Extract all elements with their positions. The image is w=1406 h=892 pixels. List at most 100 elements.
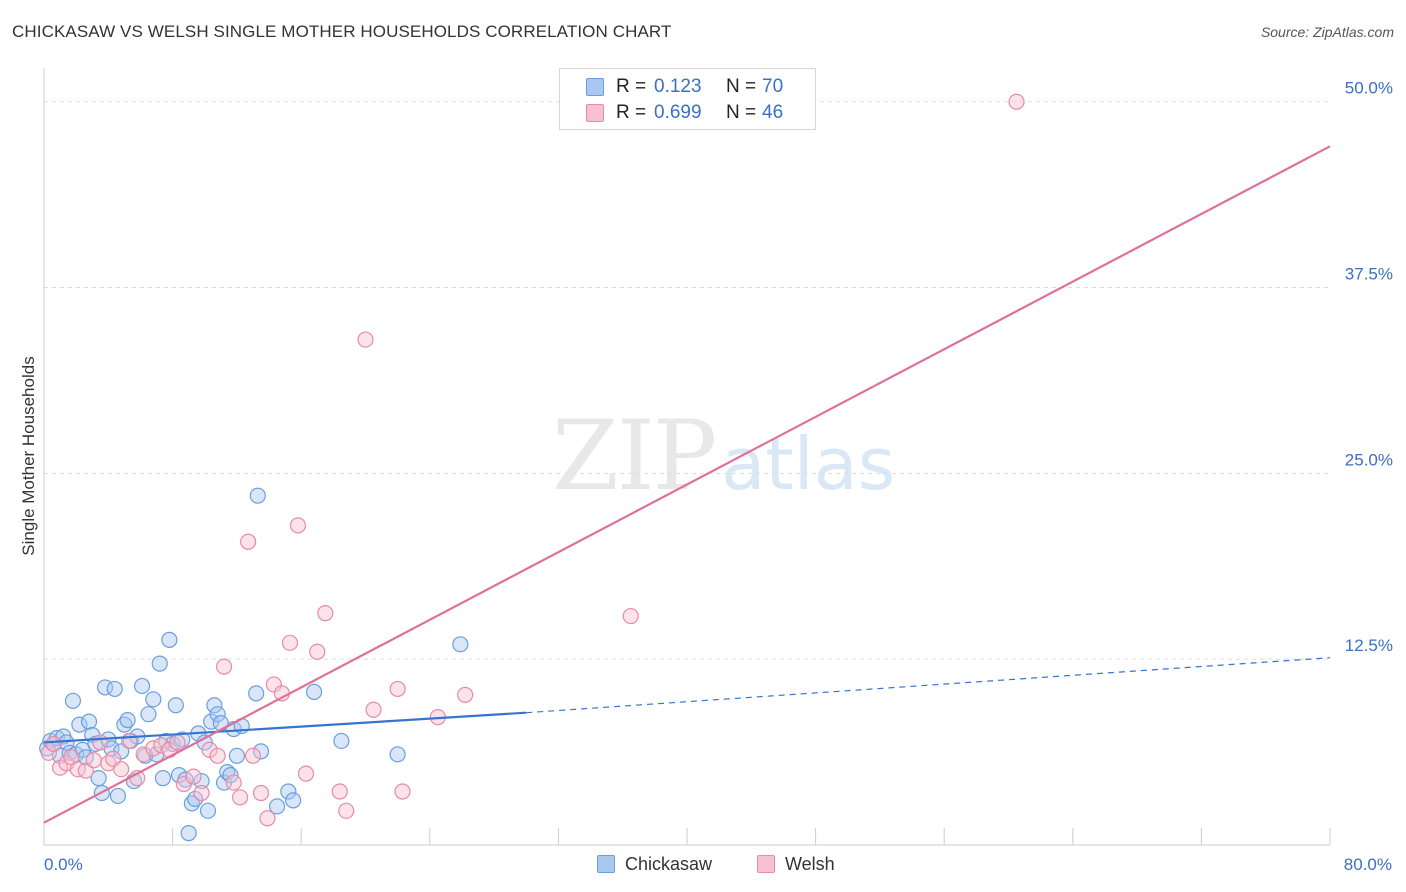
bottom-legend-swatch-chickasaw [597, 855, 615, 873]
chickasaw-point [452, 636, 469, 653]
chickasaw-point [193, 772, 210, 790]
bottom-legend-label-chickasaw: Chickasaw [625, 853, 713, 874]
legend-row-welsh: R = 0.699 N = 46 [586, 100, 783, 126]
chickasaw-point [268, 798, 286, 815]
chickasaw-point [151, 655, 168, 672]
chickasaw-point [109, 787, 127, 805]
legend-r-value: 0.699 [654, 102, 702, 123]
welsh-point [225, 774, 242, 791]
y-tick-label: 50.0% [1345, 79, 1393, 98]
legend-r-label: R = [616, 76, 647, 97]
y-tick-label: 25.0% [1345, 450, 1393, 469]
chickasaw-point [280, 783, 297, 800]
axes [43, 68, 1331, 846]
chickasaw-point [206, 697, 223, 714]
welsh-point [209, 747, 226, 764]
legend-n-label: N = [726, 76, 757, 97]
welsh-point [201, 741, 218, 758]
data-points [39, 93, 1025, 842]
welsh-point [244, 747, 262, 764]
welsh-point [1008, 93, 1025, 110]
welsh-point [622, 607, 639, 625]
chickasaw-point [133, 677, 151, 695]
y-axis-label: Single Mother Households [19, 356, 38, 555]
legend-n-value: 70 [762, 76, 784, 97]
welsh-point [389, 680, 406, 698]
chickasaw-point [80, 713, 98, 730]
welsh-point [232, 789, 249, 806]
welsh-point [135, 746, 152, 763]
grid-lines [44, 101, 1330, 660]
welsh-point [259, 810, 276, 827]
welsh-point [297, 765, 315, 782]
chart-title: CHICKASAW VS WELSH SINGLE MOTHER HOUSEHO… [12, 22, 672, 41]
chickasaw-point [249, 487, 266, 504]
welsh-point [193, 784, 210, 802]
watermark: ZIPatlas [552, 400, 895, 512]
legend-r-label: R = [616, 102, 647, 123]
welsh-point [309, 643, 326, 660]
source-label: Source: ZipAtlas.com [1260, 24, 1394, 40]
legend-row-chickasaw: R = 0.123 N = 70 [586, 74, 783, 100]
welsh-point [317, 604, 334, 622]
chickasaw-point [285, 792, 302, 809]
bottom-legend-label-welsh: Welsh [785, 853, 835, 874]
welsh-point [69, 761, 86, 778]
tick-labels: 12.5% 25.0% 37.5% 50.0% 0.0% 80.0% [44, 79, 1393, 874]
legend-r-value: 0.123 [654, 76, 702, 97]
welsh-point [92, 734, 109, 751]
welsh-point [215, 658, 233, 675]
welsh-point [85, 752, 102, 769]
welsh-point [331, 783, 348, 800]
y-tick-label: 37.5% [1345, 265, 1393, 284]
legend-swatch-welsh [586, 104, 604, 122]
chickasaw-point [154, 770, 172, 787]
chickasaw-point [145, 691, 162, 708]
bottom-legend-chickasaw: Chickasaw [597, 852, 712, 876]
welsh-trend-line [43, 145, 1331, 824]
chickasaw-point [305, 683, 323, 700]
legend-n-value: 46 [762, 102, 784, 123]
welsh-point [240, 533, 257, 550]
welsh-point [265, 676, 282, 693]
chickasaw-point [187, 790, 204, 808]
chickasaw-point [140, 706, 157, 723]
chickasaw-point [161, 631, 178, 648]
chickasaw-point [248, 685, 265, 702]
legend-swatch-chickasaw [586, 78, 604, 96]
chickasaw-trend-extension [526, 657, 1331, 714]
watermark-zip: ZIP [552, 400, 717, 512]
welsh-point [457, 686, 474, 703]
chickasaw-point [106, 680, 123, 698]
welsh-point [169, 734, 186, 751]
x-tick-label: 80.0% [1344, 855, 1392, 874]
welsh-point [121, 732, 138, 750]
chickasaw-point [389, 746, 406, 763]
trend-lines [43, 145, 1331, 824]
welsh-point [357, 331, 374, 348]
welsh-point [185, 768, 202, 785]
welsh-point [252, 784, 270, 802]
chickasaw-point [119, 712, 136, 729]
chickasaw-point [174, 731, 191, 748]
welsh-point [365, 701, 382, 718]
legend: R = 0.123 N = 70 R = 0.699 N = 46 [559, 68, 816, 130]
chickasaw-point [64, 692, 82, 709]
welsh-point [289, 517, 307, 534]
legend-n-label: N = [726, 102, 757, 123]
bottom-legend-welsh: Welsh [757, 852, 835, 876]
chickasaw-point [71, 716, 88, 733]
welsh-point [281, 634, 299, 651]
chickasaw-point [167, 697, 184, 714]
chickasaw-point [180, 825, 197, 842]
x-tick-label: 0.0% [44, 855, 83, 874]
welsh-point [45, 735, 62, 753]
y-tick-label: 12.5% [1345, 636, 1393, 655]
welsh-point [338, 802, 355, 819]
chickasaw-point [199, 802, 217, 819]
welsh-point [40, 744, 57, 761]
welsh-point [113, 761, 130, 778]
chickasaw-point [228, 747, 245, 764]
welsh-point [153, 737, 170, 754]
